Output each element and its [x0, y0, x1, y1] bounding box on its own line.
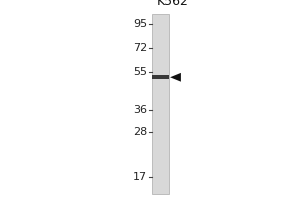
Text: K562: K562	[157, 0, 188, 8]
Text: 72: 72	[133, 43, 147, 53]
Bar	[152, 14, 169, 194]
Text: 55: 55	[133, 67, 147, 77]
Text: 17: 17	[133, 172, 147, 182]
Text: 28: 28	[133, 127, 147, 137]
Polygon shape	[170, 73, 181, 82]
Text: 95: 95	[133, 19, 147, 29]
Bar	[152, 75, 169, 79]
Text: 36: 36	[133, 105, 147, 115]
